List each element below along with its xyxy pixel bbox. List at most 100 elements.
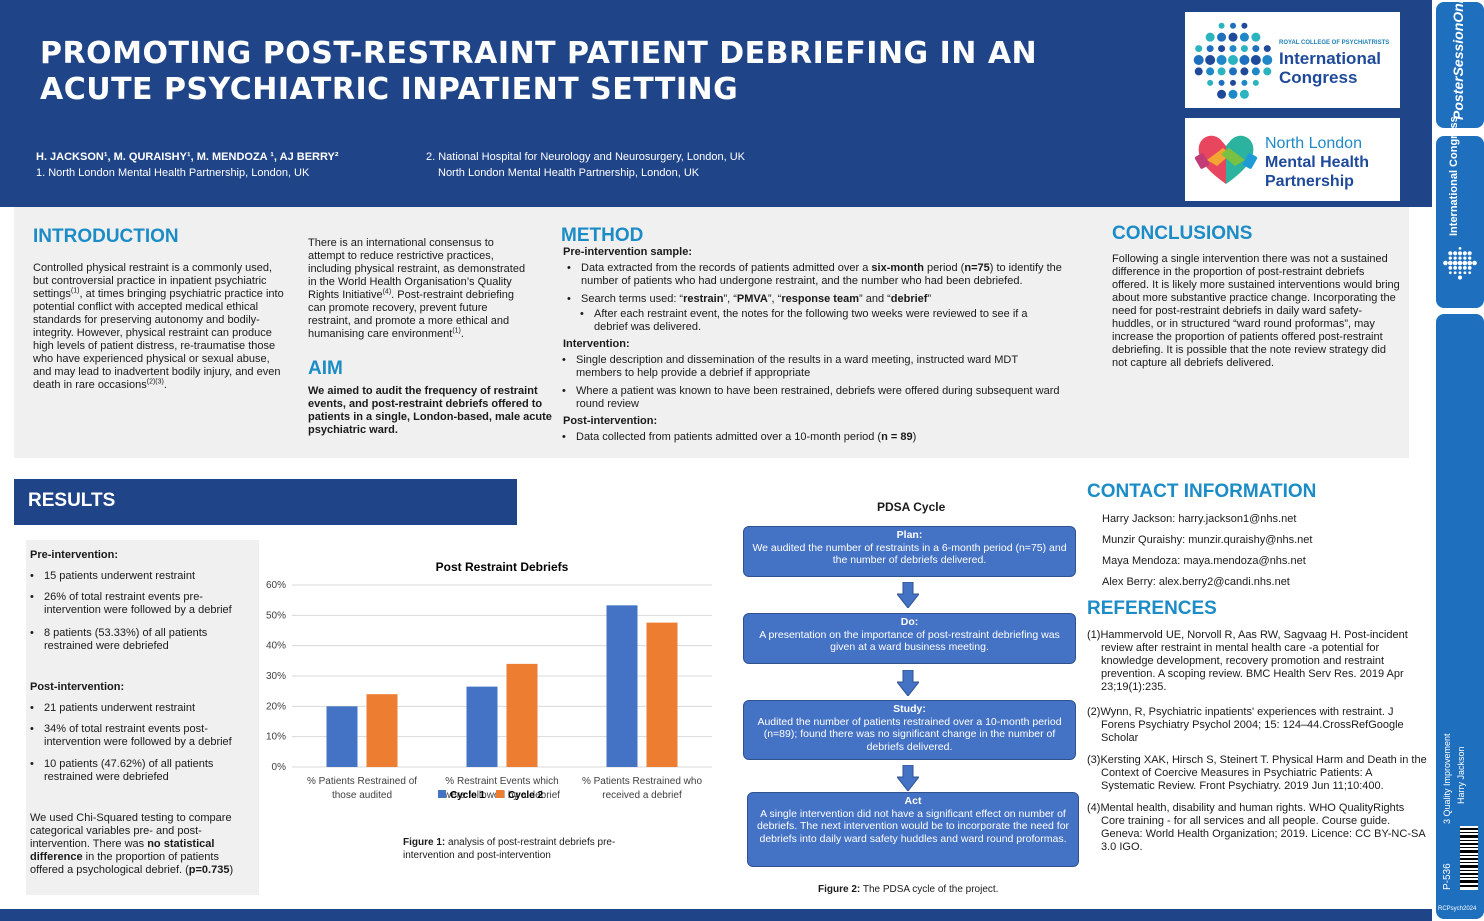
contact-item: Maya Mendoza: maya.mendoza@nhs.net: [1102, 555, 1306, 567]
method-heading: METHOD: [561, 225, 644, 246]
method-int-bullet-1: Single description and dissemination of …: [562, 354, 1066, 380]
rcpsych-congress-logo: ROYAL COLLEGE OF PSYCHIATRISTS Internati…: [1185, 12, 1400, 108]
introduction-paragraph-2: There is an international consensus to a…: [308, 237, 533, 341]
method-pre-bullet-1: Data extracted from the records of patie…: [567, 262, 1071, 288]
results-post-item-2: 34% of total restraint events post-inter…: [30, 723, 254, 749]
method-pre-bullet-2: Search terms used: “restrain”, “PMVA”, “…: [567, 293, 1071, 306]
author-list: H. JACKSON¹, M. QURAISHY¹, M. MENDOZA ¹,…: [36, 151, 339, 163]
intro-p2: There is an international consensus to a…: [308, 237, 526, 340]
pdsa-plan-text: We audited the number of restraints in a…: [752, 541, 1067, 567]
x-category-label: % Patients Restrained who: [582, 776, 703, 787]
figure-1-caption: Figure 1: analysis of post-restraint deb…: [403, 836, 653, 862]
method-intervention-heading: Intervention:: [563, 338, 630, 350]
method-post-bullet-1: Data collected from patients admitted ov…: [562, 431, 1066, 444]
method-pre-heading: Pre-intervention sample:: [563, 246, 692, 258]
legend-swatch: [438, 790, 446, 798]
chi-text-2: in the proportion of patients offered a …: [30, 851, 219, 876]
results-post-item-1: 21 patients underwent restraint: [30, 702, 254, 715]
reference-item: (3)Kersting XAK, Hirsch S, Steinert T. P…: [1087, 754, 1427, 792]
logo-partnership: Partnership: [1265, 173, 1354, 190]
results-pre-item-3: 8 patients (53.33%) of all patients rest…: [30, 627, 254, 653]
chi-squared-text: We used Chi-Squared testing to compare c…: [30, 812, 255, 877]
bar-cycle-2: [366, 694, 398, 767]
results-pre-heading: Pre-intervention:: [30, 549, 119, 561]
post-restraint-debriefs-chart: Post Restraint Debriefs 0% 10% 20% 30% 40% 50%…: [266, 560, 712, 801]
bar-cycle-1: [606, 605, 638, 767]
contact-item: Munzir Quraishy: munzir.quraishy@nhs.net: [1102, 534, 1313, 546]
bar-cycle-1: [326, 706, 358, 767]
method-post-heading: Post-intervention:: [563, 415, 658, 427]
poster-title: PROMOTING POST-RESTRAINT PATIENT DEBRIEF…: [40, 36, 1038, 107]
pdsa-plan-box: Plan: We audited the number of restraint…: [743, 526, 1076, 577]
legend-swatch: [496, 790, 504, 798]
affiliation-2: 2. National Hospital for Neurology and N…: [426, 151, 745, 163]
strip-presenter: Harry Jackson: [1456, 746, 1466, 804]
x-category-label: those audited: [332, 790, 392, 801]
conclusions-text: Following a single intervention there wa…: [1112, 253, 1400, 369]
chi-text-3: ): [229, 864, 234, 876]
logo-college-name: ROYAL COLLEGE OF PSYCHIATRISTS: [1279, 40, 1390, 46]
bar-cycle-1: [466, 686, 498, 767]
legend-label: Cycle 2: [508, 790, 543, 801]
pdsa-study-box: Study: Audited the number of patients re…: [743, 700, 1076, 760]
strip-congress-text: International Congress: [1448, 116, 1460, 236]
arrow-down-icon: [897, 765, 919, 791]
strip-info-panel: 3 Quality Improvement Harry Jackson P-53…: [1436, 314, 1484, 919]
pdsa-do-box: Do: A presentation on the importance of …: [743, 613, 1076, 664]
congress-dots-icon: [1443, 247, 1477, 280]
results-pre-item-2: 26% of total restraint events pre-interv…: [30, 591, 254, 617]
reference-item: (2)Wynn, R, Psychiatric inpatients' expe…: [1087, 706, 1404, 744]
legend-label: Cycle 1: [450, 790, 485, 801]
heart-hands-icon: [1194, 135, 1258, 184]
y-tick-label: 20%: [266, 701, 286, 712]
contact-heading: CONTACT INFORMATION: [1087, 481, 1317, 502]
y-tick-label: 60%: [266, 580, 286, 591]
bar-cycle-2: [506, 663, 538, 767]
chi-text-1: We used Chi-Squared testing to compare c…: [30, 812, 232, 850]
side-strip: PosterSessionOnline International Congre…: [1436, 0, 1484, 921]
rcpsych-dots-icon: [1193, 22, 1273, 99]
nlmhp-logo: North London Mental Health Partnership: [1185, 118, 1400, 201]
strip-poster-id: P-536: [1442, 863, 1453, 890]
reference-item: (4)Mental health, disability and human r…: [1087, 802, 1426, 853]
chart-title: Post Restraint Debriefs: [436, 560, 569, 574]
pdsa-do-text: A presentation on the importance of post…: [759, 628, 1060, 654]
contact-item: Harry Jackson: harry.jackson1@nhs.net: [1102, 513, 1297, 525]
contact-item: Alex Berry: alex.berry2@candi.nhs.net: [1102, 576, 1290, 588]
introduction-paragraph-1: Controlled physical restraint is a commo…: [33, 262, 288, 392]
pdsa-act-box: Act A single intervention did not have a…: [747, 792, 1079, 867]
chi-bold: no statistical difference: [30, 838, 215, 863]
intro-p1-a: Controlled physical restraint is a commo…: [33, 262, 284, 391]
y-tick-label: 0%: [272, 762, 287, 773]
logo-mental-health: Mental Health: [1265, 154, 1370, 171]
pdsa-act-text: A single intervention did not have a sig…: [756, 807, 1070, 845]
y-tick-label: 30%: [266, 671, 286, 682]
fig2-label: Figure 2:: [818, 884, 861, 895]
figure-2-caption: Figure 2: The PDSA cycle of the project.: [818, 884, 998, 895]
method-int-bullet-2: Where a patient was known to have been r…: [562, 385, 1066, 411]
x-category-label: received a debrief: [602, 790, 682, 801]
results-banner: RESULTS: [14, 479, 517, 525]
results-pre-item-1: 15 patients underwent restraint: [30, 570, 254, 583]
strip-congress-panel: International Congress: [1436, 116, 1484, 308]
strip-brand-panel: PosterSessionOnline: [1436, 0, 1484, 128]
logo-line-international: International: [1279, 49, 1382, 68]
arrow-down-icon: [897, 582, 919, 608]
pdsa-do-head: Do:: [900, 616, 919, 628]
conclusions-heading: CONCLUSIONS: [1112, 223, 1253, 244]
y-tick-label: 40%: [266, 641, 286, 652]
barcode-icon: [1460, 826, 1478, 890]
references-heading: REFERENCES: [1087, 598, 1217, 619]
strip-category: 3 Quality Improvement: [1442, 733, 1452, 824]
results-heading: RESULTS: [28, 490, 116, 511]
strip-code: RCPsych2024: [1438, 906, 1477, 912]
fig1-label: Figure 1:: [403, 837, 446, 848]
x-category-label: % Patients Restrained of: [307, 776, 417, 787]
poster-footer: [0, 909, 1432, 921]
results-post-item-3: 10 patients (47.62%) of all patients res…: [30, 758, 254, 784]
x-category-label: % Restraint Events which: [445, 776, 558, 787]
pdsa-act-head: Act: [904, 795, 922, 807]
y-tick-label: 10%: [266, 732, 286, 743]
affiliation-1: 1. North London Mental Health Partnershi…: [36, 167, 310, 179]
